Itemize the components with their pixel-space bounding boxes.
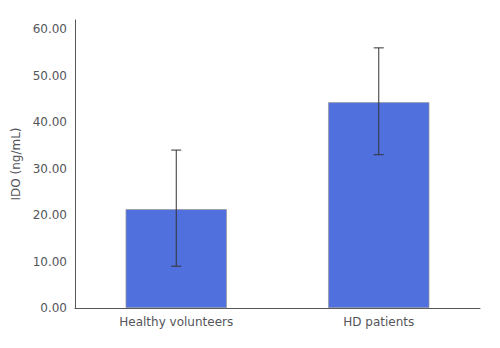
- svg-text:20.00: 20.00: [33, 208, 67, 222]
- svg-text:10.00: 10.00: [33, 255, 67, 269]
- svg-text:60.00: 60.00: [33, 22, 67, 36]
- svg-text:Healthy volunteers: Healthy volunteers: [119, 315, 233, 329]
- svg-text:30.00: 30.00: [33, 162, 67, 176]
- svg-text:50.00: 50.00: [33, 69, 67, 83]
- svg-text:IDO (ng/mL): IDO (ng/mL): [9, 127, 23, 200]
- svg-text:HD patients: HD patients: [343, 315, 414, 329]
- svg-text:0.00: 0.00: [40, 301, 67, 315]
- svg-text:40.00: 40.00: [33, 115, 67, 129]
